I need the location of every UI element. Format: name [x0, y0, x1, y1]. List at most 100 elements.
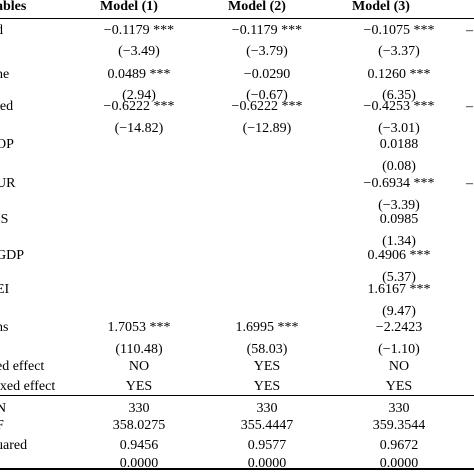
model-2-cell: −0.1179 ***: [231, 23, 303, 38]
model-3-cell: (−3.39): [378, 198, 420, 213]
model-3-cell: 0.9672: [379, 438, 419, 453]
model-3-cell: −0.6934 ***: [363, 176, 435, 191]
model-1-cell: (−14.82): [114, 121, 164, 136]
table-row: (−14.82) (−12.89) (−3.01): [0, 117, 474, 140]
table-row: (−3.49) (−3.79) (−3.37): [0, 40, 474, 63]
model-3-cell: (1.34): [382, 234, 416, 249]
model-3-cell: 1.6167 ***: [367, 282, 431, 297]
table-row: F 358.0275 355.4447 359.3544: [0, 414, 474, 437]
table-row: 0.0000 0.0000 0.0000: [0, 452, 474, 475]
model-1-cell: 1.7053 ***: [107, 320, 171, 335]
model-1-cell: (−3.49): [118, 44, 160, 59]
model-2-cell: (58.03): [246, 342, 288, 357]
row-label: ted: [0, 99, 14, 114]
model-3-cell: NO: [388, 359, 410, 374]
row-label: OP: [0, 137, 14, 152]
table-row: GDP 0.4906 ***: [0, 244, 474, 267]
model-3-cell: (6.35): [382, 88, 416, 103]
model-1-cell: 0.9456: [119, 438, 159, 453]
row-label: ne: [0, 67, 10, 82]
model-3-cell: 0.1260 ***: [367, 67, 431, 82]
model-1-cell: 330: [128, 401, 150, 416]
model-1-cell: 0.0489 ***: [107, 67, 171, 82]
table-row: (110.48) (58.03) (−1.10): [0, 338, 474, 361]
table-row: EI 1.6167 ***: [0, 278, 474, 301]
model-3-cell: 0.0000: [379, 456, 419, 471]
model-3-cell: (5.37): [382, 270, 416, 285]
model-1-cell: YES: [125, 379, 153, 394]
table-row: UR −0.6934 *** –: [0, 172, 474, 195]
model-3-cell: −2.2423: [375, 320, 423, 335]
row-label: ed effect: [0, 359, 45, 374]
model-3-cell: 0.0188: [379, 137, 419, 152]
table-row: (−3.39): [0, 194, 474, 217]
table-row: ted −0.6222 *** −0.6222 *** −0.4253 *** –: [0, 95, 474, 118]
model-3-cell: (−3.01): [378, 121, 420, 136]
model-2-cell: −0.0290: [243, 67, 291, 82]
table-row: uared 0.9456 0.9577 0.9672: [0, 434, 474, 457]
table-row: ne 0.0489 *** −0.0290 0.1260 ***: [0, 63, 474, 86]
model-2-cell: 330: [256, 401, 278, 416]
model-3-cell: (9.47): [382, 304, 416, 319]
table-row: (9.47): [0, 300, 474, 323]
model-2-cell: −0.6222 ***: [231, 99, 303, 114]
model-3-cell: 330: [388, 401, 410, 416]
table-row: (5.37): [0, 266, 474, 289]
model-2-cell: (−0.67): [246, 88, 288, 103]
model-2-cell: (−3.79): [246, 44, 288, 59]
header-variables: ables: [0, 0, 27, 14]
row-label: d: [0, 19, 3, 42]
model-4-cell-clipped: –: [466, 176, 473, 191]
row-label: ixed effect: [0, 379, 56, 394]
model-1-cell: (110.48): [115, 342, 163, 357]
section-rule: [0, 395, 474, 396]
row-label: F: [0, 414, 4, 437]
model-1-cell: (2.94): [122, 88, 156, 103]
model-1-cell: −0.6222 ***: [103, 99, 175, 114]
header-rule: [0, 18, 474, 19]
row-label: GDP: [0, 248, 25, 263]
model-2-cell: 0.9577: [247, 438, 287, 453]
table-row: ixed effect YES YES YES: [0, 375, 474, 398]
header-model-2: Model (2): [228, 0, 286, 14]
table-row: IS 0.0985: [0, 208, 474, 231]
row-label: IS: [0, 212, 9, 227]
model-3-cell: (0.08): [382, 159, 416, 174]
header-model-1: Model (1): [100, 0, 158, 14]
model-2-cell: 355.4447: [240, 418, 294, 433]
table-row: (1.34): [0, 230, 474, 253]
model-2-cell: YES: [253, 379, 281, 394]
model-3-cell: 0.0985: [379, 212, 419, 227]
row-label: UR: [0, 176, 16, 191]
model-3-cell: (−3.37): [378, 44, 420, 59]
row-label: N: [0, 401, 7, 416]
model-1-cell: −0.1179 ***: [103, 23, 175, 38]
model-1-cell: NO: [128, 359, 150, 374]
model-3-cell: −0.1075 ***: [363, 23, 435, 38]
row-label: EI: [0, 282, 10, 297]
model-3-cell: 359.3544: [372, 418, 426, 433]
table-row: d −0.1179 *** −0.1179 *** −0.1075 *** –: [0, 19, 474, 42]
table-row: N 330 330 330: [0, 397, 474, 420]
model-1-cell: 358.0275: [112, 418, 166, 433]
model-4-cell-clipped: –: [466, 23, 473, 38]
model-3-cell: YES: [385, 379, 413, 394]
model-3-cell: −0.4253 ***: [363, 99, 435, 114]
table-row: OP 0.0188: [0, 133, 474, 156]
model-2-cell: YES: [253, 359, 281, 374]
row-label: uared: [0, 438, 28, 453]
bottom-rule: [0, 468, 474, 470]
model-2-cell: 1.6995 ***: [235, 320, 299, 335]
table-row: (2.94) (−0.67) (6.35): [0, 84, 474, 107]
model-1-cell: 0.0000: [119, 456, 159, 471]
model-4-cell-clipped: –: [466, 99, 473, 114]
model-3-cell: (−1.10): [378, 342, 420, 357]
model-2-cell: 0.0000: [247, 456, 287, 471]
model-3-cell: 0.4906 ***: [367, 248, 431, 263]
model-2-cell: (−12.89): [242, 121, 292, 136]
table-row: ns 1.7053 *** 1.6995 *** −2.2423: [0, 316, 474, 339]
header-model-3: Model (3): [352, 0, 410, 14]
table-row: ed effect NO YES NO: [0, 355, 474, 378]
row-label: ns: [0, 320, 9, 335]
